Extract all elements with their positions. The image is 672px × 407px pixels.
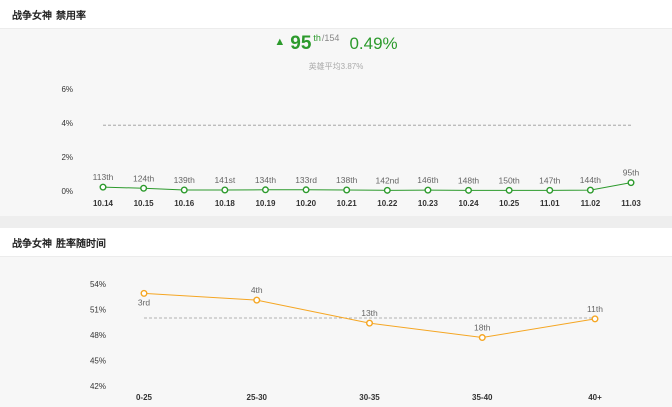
data-point (505, 186, 513, 194)
x-axis-tick-label: 10.16 (174, 199, 195, 208)
win-rate-panel: 战争女神 胜率随时间 42% 45% 48% 51% 54% 3rd 0-25 4th 25-3… (0, 228, 672, 407)
rank-label: 150th (499, 175, 521, 185)
x-axis-tick-label: 11.02 (581, 199, 601, 208)
x-axis-tick-label: 10.19 (255, 199, 276, 208)
data-point (586, 186, 594, 194)
current-rank: 95 (290, 33, 312, 54)
data-point (302, 186, 310, 194)
data-point (546, 186, 554, 194)
y-axis-tick-label: 0% (61, 187, 73, 196)
x-axis-tick-label: 35-40 (472, 393, 493, 402)
x-axis-tick-label: 10.20 (296, 199, 317, 208)
data-point (253, 296, 261, 304)
y-axis-tick-label: 6% (61, 85, 73, 94)
data-point (140, 289, 148, 297)
rank-label: 142nd (375, 175, 399, 185)
data-point (383, 186, 391, 194)
data-point (180, 186, 188, 194)
x-axis-tick-label: 0-25 (136, 393, 153, 402)
ban-rate-summary: ▲ 95 th/154 0.49% (0, 33, 672, 54)
rank-label: 139th (174, 175, 196, 185)
win-rate-header: 战争女神 胜率随时间 (0, 228, 672, 257)
data-point (221, 186, 229, 194)
data-point (261, 186, 269, 194)
section-divider (0, 216, 672, 228)
ban-rate-hero-name: 战争女神 (12, 10, 52, 22)
x-axis-tick-label: 30-35 (359, 393, 380, 402)
y-axis-tick-label: 4% (61, 119, 73, 128)
ban-rate-chart: 0% 2% 4% 6% 113th 10.14 124th 10.15 139th 10.16 14… (61, 85, 641, 208)
rank-label: 138th (336, 175, 358, 185)
rank-label: 113th (93, 172, 114, 182)
rank-label: 133rd (295, 175, 317, 185)
average-ban-rate-note: 英雄平均3.87% (308, 62, 364, 71)
y-axis-tick-label: 48% (90, 331, 106, 340)
rank-label: 146th (417, 175, 439, 185)
rank-label: 147th (539, 175, 561, 185)
series-line (102, 182, 632, 191)
rank-total: /154 (321, 33, 340, 43)
x-axis-tick-label: 10.18 (215, 199, 236, 208)
data-point (343, 186, 351, 194)
x-axis-tick-label: 10.15 (134, 199, 155, 208)
x-axis-tick-label: 10.23 (418, 199, 439, 208)
data-point (366, 319, 374, 327)
win-rate-hero-name: 战争女神 (12, 238, 52, 250)
x-axis-tick-label: 40+ (588, 393, 602, 402)
win-rate-chart: 42% 45% 48% 51% 54% 3rd 0-25 4th 25-30 13th 30-35 1… (90, 280, 603, 402)
y-axis-tick-label: 42% (90, 382, 106, 391)
rank-label: 13th (361, 308, 378, 318)
ban-rate-header: 战争女神 禁用率 (0, 0, 672, 29)
rank-label: 18th (474, 323, 491, 333)
win-rate-metric-title: 胜率随时间 (56, 238, 106, 250)
x-axis-tick-label: 11.01 (540, 199, 560, 208)
data-point (424, 186, 432, 194)
rank-label: 11th (587, 304, 603, 314)
x-axis-tick-label: 10.21 (337, 199, 358, 208)
data-point (465, 186, 473, 194)
rank-label: 3rd (138, 297, 151, 307)
data-point (140, 184, 148, 192)
y-axis-tick-label: 51% (90, 306, 106, 315)
rank-label: 95th (623, 168, 640, 178)
y-axis-tick-label: 2% (61, 153, 73, 162)
data-point (99, 183, 107, 191)
x-axis-tick-label: 10.24 (459, 199, 480, 208)
rank-label: 124th (133, 173, 155, 183)
data-point (478, 334, 486, 342)
x-axis-tick-label: 10.25 (499, 199, 520, 208)
ban-rate-metric-title: 禁用率 (56, 10, 86, 22)
data-point (591, 315, 599, 323)
x-axis-tick-label: 10.22 (377, 199, 398, 208)
x-axis-tick-label: 11.03 (621, 199, 641, 208)
x-axis-tick-label: 10.14 (93, 199, 114, 208)
y-axis-tick-label: 54% (90, 280, 106, 289)
rank-label: 141st (214, 175, 235, 185)
rank-label: 144th (580, 175, 602, 185)
y-axis-tick-label: 45% (90, 357, 106, 366)
x-axis-tick-label: 25-30 (247, 393, 268, 402)
data-point (627, 179, 635, 187)
trend-up-icon: ▲ (274, 36, 286, 48)
rank-label: 4th (251, 285, 263, 295)
current-ban-rate: 0.49% (349, 34, 398, 53)
current-rank-suffix: th (313, 33, 321, 43)
ban-rate-panel: 战争女神 禁用率 ▲ 95 th/154 0.49% 英雄平均3.87% 0% 2% 4%… (0, 0, 672, 208)
rank-label: 134th (255, 175, 277, 185)
rank-label: 148th (458, 175, 480, 185)
